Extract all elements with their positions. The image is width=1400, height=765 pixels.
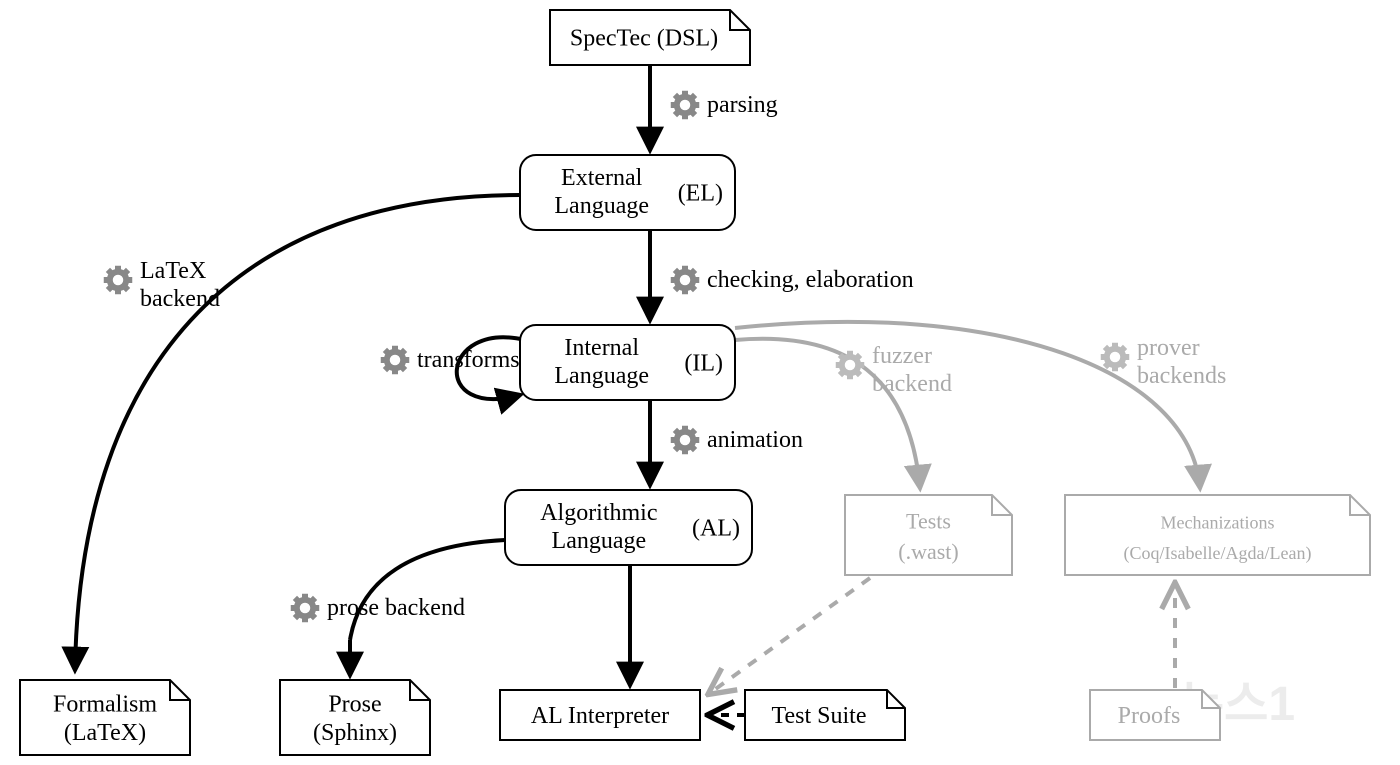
gear-icon <box>836 351 865 380</box>
gear-checking-label: checking, elaboration <box>707 267 914 293</box>
node-formalism-line2: (LaTeX) <box>64 720 146 746</box>
gear-transforms: transforms <box>381 346 520 375</box>
node-proofs-line1: Proofs <box>1118 703 1181 729</box>
node-el: ExternalLanguage (EL) <box>520 155 735 230</box>
node-tests-line1: Tests <box>906 509 951 534</box>
gear-icon <box>671 266 700 295</box>
node-prose-line1: Prose <box>328 692 381 718</box>
node-el-line1: External <box>561 165 643 191</box>
node-prose: Prose(Sphinx) <box>280 680 430 755</box>
gear-parsing: parsing <box>671 91 778 120</box>
gear-animation: animation <box>671 426 803 455</box>
gear-fuzzer-label1: fuzzer <box>872 343 932 369</box>
node-spectec-line1: SpecTec (DSL) <box>570 26 718 52</box>
gear-icon <box>1101 343 1130 372</box>
gear-icon <box>381 346 410 375</box>
gear-fuzzer: fuzzerbackend <box>836 343 952 397</box>
node-il-line1: Internal <box>564 335 639 361</box>
node-testsuite-line1: Test Suite <box>772 703 867 729</box>
node-mech-line1: Mechanizations <box>1161 513 1275 533</box>
gear-latex-label1: LaTeX <box>140 258 206 284</box>
gear-latex: LaTeXbackend <box>104 258 220 312</box>
node-mech-line2: (Coq/Isabelle/Agda/Lean) <box>1124 543 1312 564</box>
node-testsuite: Test Suite <box>745 690 905 740</box>
gear-icon <box>671 91 700 120</box>
node-spectec: SpecTec (DSL) <box>550 10 750 65</box>
node-el-suffix: (EL) <box>678 181 723 207</box>
node-proofs: Proofs <box>1090 690 1220 740</box>
node-il-suffix: (IL) <box>684 351 723 377</box>
node-alint-line1: AL Interpreter <box>531 703 669 729</box>
gear-prosebe: prose backend <box>291 594 465 623</box>
node-mech: Mechanizations (Coq/Isabelle/Agda/Lean) <box>1065 495 1370 575</box>
node-il: InternalLanguage (IL) <box>520 325 735 400</box>
gear-prover-label1: prover <box>1137 335 1200 361</box>
gear-icon <box>671 426 700 455</box>
edge-tests-alint <box>710 578 870 693</box>
node-tests: Tests (.wast) <box>845 495 1012 575</box>
node-formalism: Formalism(LaTeX) <box>20 680 190 755</box>
node-al: AlgorithmicLanguage (AL) <box>505 490 752 565</box>
gear-prosebe-label: prose backend <box>327 595 465 621</box>
gear-icon <box>104 266 133 295</box>
edge-il-mech <box>735 322 1200 488</box>
node-formalism-line1: Formalism <box>53 692 157 718</box>
gear-fuzzer-label2: backend <box>872 371 952 397</box>
gear-animation-label: animation <box>707 427 803 453</box>
node-al-line2: Language <box>552 528 647 554</box>
node-el-line2: Language <box>554 193 649 219</box>
gear-prover-label2: backends <box>1137 363 1226 389</box>
gear-transforms-label: transforms <box>417 347 520 373</box>
node-il-line2: Language <box>554 363 649 389</box>
node-al-line1: Algorithmic <box>540 500 657 526</box>
gear-parsing-label: parsing <box>707 92 778 118</box>
node-al-suffix: (AL) <box>692 516 740 542</box>
spectec-pipeline-diagram: 뉴스1 SpecTec (DSL)ExternalLanguage(EL)Int… <box>0 0 1400 765</box>
gear-latex-label2: backend <box>140 286 220 312</box>
node-prose-line2: (Sphinx) <box>313 720 397 746</box>
gear-checking: checking, elaboration <box>671 266 914 295</box>
node-tests-line2: (.wast) <box>898 539 958 564</box>
gear-icon <box>291 594 320 623</box>
node-alint: AL Interpreter <box>500 690 700 740</box>
edge-al-prose-curve <box>350 540 505 640</box>
